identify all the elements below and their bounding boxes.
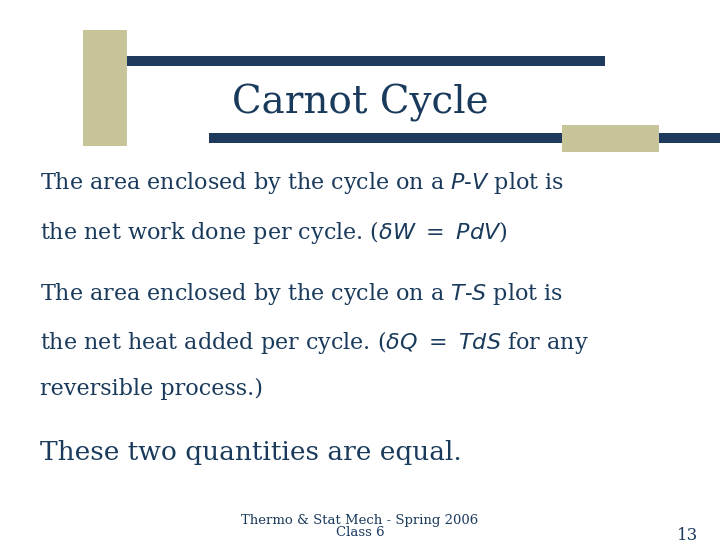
Text: The area enclosed by the cycle on a $\mathit{T}$-$\mathit{S}$ plot is: The area enclosed by the cycle on a $\ma…: [40, 281, 562, 307]
Text: These two quantities are equal.: These two quantities are equal.: [40, 440, 462, 465]
Text: the net work done per cycle. ($\mathit{\delta W}$ $=$ $\mathit{PdV}$): the net work done per cycle. ($\mathit{\…: [40, 219, 507, 246]
Text: The area enclosed by the cycle on a $\mathit{P}$-$\mathit{V}$ plot is: The area enclosed by the cycle on a $\ma…: [40, 170, 564, 196]
Text: Thermo & Stat Mech - Spring 2006: Thermo & Stat Mech - Spring 2006: [241, 514, 479, 527]
Text: Carnot Cycle: Carnot Cycle: [232, 84, 488, 122]
Text: reversible process.): reversible process.): [40, 378, 263, 400]
Text: 13: 13: [677, 526, 698, 540]
Text: the net heat added per cycle. ($\mathit{\delta Q}$ $=$ $\mathit{TdS}$ for any: the net heat added per cycle. ($\mathit{…: [40, 329, 588, 356]
Text: Class 6: Class 6: [336, 526, 384, 539]
FancyBboxPatch shape: [83, 30, 127, 146]
FancyBboxPatch shape: [209, 133, 720, 143]
FancyBboxPatch shape: [112, 56, 605, 66]
FancyBboxPatch shape: [562, 125, 659, 152]
